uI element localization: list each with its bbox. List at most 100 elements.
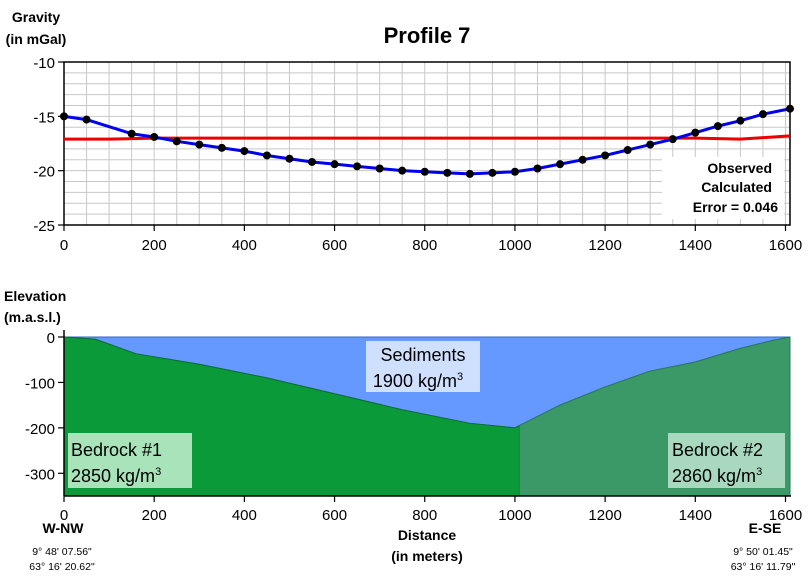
elevation-ylabel-line1: Elevation bbox=[4, 288, 66, 304]
endpoint-right-label: E-SE bbox=[749, 520, 782, 536]
bedrock2-density-value: 2860 kg/m bbox=[672, 466, 756, 486]
observed-point bbox=[510, 167, 519, 176]
observed-point bbox=[82, 115, 91, 124]
gravity-y-tick-label: -25 bbox=[33, 218, 55, 235]
observed-point bbox=[308, 157, 317, 166]
observed-point bbox=[758, 110, 767, 119]
elevation-x-tick-label: 1000 bbox=[498, 507, 531, 524]
observed-point bbox=[488, 168, 497, 177]
elevation-x-tick-label: 800 bbox=[412, 507, 437, 524]
sediments-density-exp: 3 bbox=[457, 371, 463, 383]
observed-point bbox=[353, 162, 362, 171]
elevation-xlabel-line1: Distance bbox=[398, 527, 457, 543]
gravity-x-axis: 0 200 400 600 800 1000 1200 1400 1600 bbox=[60, 225, 802, 254]
elevation-chart: Elevation (m.a.s.l.) 0 -100 -200 -300 0 200 4… bbox=[4, 288, 802, 573]
bedrock2-density: 2860 kg/m3 bbox=[672, 466, 762, 486]
endpoint-right-lat: 9° 50' 01.45" bbox=[733, 546, 793, 558]
observed-point bbox=[533, 164, 542, 173]
elevation-y-tick-label: -300 bbox=[25, 466, 55, 483]
elevation-ylabel-line2: (m.a.s.l.) bbox=[4, 309, 61, 325]
observed-point bbox=[217, 143, 226, 152]
observed-point bbox=[713, 122, 722, 131]
gravity-x-tick-label: 800 bbox=[412, 237, 437, 254]
label-bedrock-2: Bedrock #2 2860 kg/m3 bbox=[668, 433, 785, 488]
endpoint-right-lon: 63° 16' 11.79" bbox=[731, 561, 796, 573]
sediments-name: Sediments bbox=[380, 345, 465, 365]
elevation-x-axis: 0 200 400 600 800 1000 1200 1400 1600 bbox=[60, 496, 802, 524]
observed-point bbox=[691, 128, 700, 137]
observed-point bbox=[330, 160, 339, 169]
observed-point bbox=[465, 169, 474, 178]
gravity-y-tick-label: -10 bbox=[33, 55, 55, 72]
observed-point bbox=[172, 137, 181, 146]
error-line bbox=[64, 134, 791, 141]
elevation-y-tick-label: -100 bbox=[25, 375, 55, 392]
sediments-density-value: 1900 kg/m bbox=[373, 371, 457, 391]
gravity-x-tick-label: 1400 bbox=[679, 237, 712, 254]
elevation-x-tick-label: 200 bbox=[142, 507, 167, 524]
bedrock1-density: 2850 kg/m3 bbox=[71, 466, 161, 486]
endpoint-left-label: W-NW bbox=[43, 520, 85, 536]
bedrock2-label-bg bbox=[668, 433, 785, 488]
observed-point bbox=[668, 135, 677, 144]
gravity-x-tick-label: 1600 bbox=[769, 237, 802, 254]
gravity-plot-frame bbox=[63, 61, 791, 226]
elevation-y-tick-label: -200 bbox=[25, 421, 55, 438]
elevation-x-tick-label: 600 bbox=[322, 507, 347, 524]
gravity-x-tick-label: 1200 bbox=[588, 237, 621, 254]
elevation-x-tick-label: 400 bbox=[232, 507, 257, 524]
endpoint-left-lat: 9° 48' 07.56" bbox=[32, 546, 92, 558]
legend-calculated: Calculated bbox=[701, 179, 772, 195]
observed-point bbox=[150, 132, 159, 141]
observed-point bbox=[646, 140, 655, 149]
observed-point bbox=[285, 154, 294, 163]
label-bedrock-1: Bedrock #1 2850 kg/m3 bbox=[68, 433, 192, 488]
observed-point bbox=[240, 147, 249, 156]
elevation-x-tick-label: 1600 bbox=[769, 507, 802, 524]
label-sediments: Sediments 1900 kg/m3 bbox=[366, 341, 480, 392]
gravity-chart: -10 -15 -20 -25 0 200 400 600 800 1000 1200 1400 16… bbox=[6, 9, 803, 254]
gravity-y-axis: -10 -15 -20 -25 bbox=[33, 55, 64, 235]
gravity-x-tick-label: 400 bbox=[232, 237, 257, 254]
gravity-y-tick-label: -15 bbox=[33, 109, 55, 126]
observed-point bbox=[578, 155, 587, 164]
observed-point bbox=[262, 151, 271, 160]
bedrock1-name: Bedrock #1 bbox=[71, 440, 162, 460]
elevation-x-tick-label: 1400 bbox=[679, 507, 712, 524]
legend-observed: Observed bbox=[707, 160, 772, 176]
elevation-xlabel-line2: (in meters) bbox=[391, 548, 463, 564]
observed-point bbox=[420, 167, 429, 176]
observed-point bbox=[556, 160, 565, 169]
bedrock2-density-exp: 3 bbox=[756, 466, 762, 478]
observed-point bbox=[736, 116, 745, 125]
observed-point bbox=[195, 140, 204, 149]
gravity-x-tick-label: 600 bbox=[322, 237, 347, 254]
observed-points bbox=[60, 104, 794, 178]
gravity-x-tick-label: 0 bbox=[60, 237, 68, 254]
bedrock1-density-value: 2850 kg/m bbox=[71, 466, 155, 486]
gravity-x-tick-label: 1000 bbox=[498, 237, 531, 254]
observed-point bbox=[623, 146, 632, 155]
sediments-label-bg bbox=[366, 341, 480, 392]
endpoint-left-lon: 63° 16' 20.62" bbox=[29, 561, 95, 573]
bedrock1-label-bg bbox=[68, 433, 192, 488]
elevation-x-tick-label: 0 bbox=[60, 507, 68, 524]
observed-point bbox=[398, 166, 407, 175]
observed-point bbox=[601, 151, 610, 160]
observed-point bbox=[375, 164, 384, 173]
legend-error: Error = 0.046 bbox=[693, 199, 778, 215]
gravity-ylabel-line1: Gravity bbox=[12, 9, 60, 25]
gravity-y-tick-label: -20 bbox=[33, 164, 55, 181]
observed-point bbox=[127, 129, 136, 138]
sediments-density: 1900 kg/m3 bbox=[373, 371, 463, 391]
elevation-x-tick-label: 1200 bbox=[588, 507, 621, 524]
chart-title: Profile 7 bbox=[384, 23, 471, 48]
observed-point bbox=[786, 104, 794, 113]
gravity-ylabel-line2: (in mGal) bbox=[6, 31, 67, 47]
bedrock2-name: Bedrock #2 bbox=[672, 440, 763, 460]
legend: Observed Calculated Error = 0.046 bbox=[662, 157, 784, 219]
gravity-x-tick-label: 200 bbox=[142, 237, 167, 254]
elevation-y-tick-label: 0 bbox=[47, 330, 55, 347]
bedrock1-density-exp: 3 bbox=[155, 466, 161, 478]
